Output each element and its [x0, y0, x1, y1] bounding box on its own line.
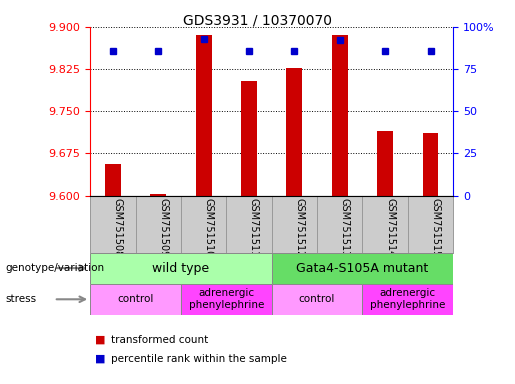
Text: adrenergic
phenylephrine: adrenergic phenylephrine: [188, 288, 264, 310]
Bar: [272, 284, 363, 315]
Bar: [105, 164, 121, 195]
Text: GSM751510: GSM751510: [203, 199, 214, 258]
Text: stress: stress: [5, 294, 36, 304]
Text: genotype/variation: genotype/variation: [5, 263, 104, 273]
Bar: [150, 194, 166, 195]
Text: GSM751513: GSM751513: [340, 199, 350, 258]
Text: Gata4-S105A mutant: Gata4-S105A mutant: [296, 262, 428, 275]
Bar: [286, 68, 302, 195]
Text: control: control: [117, 294, 153, 304]
Text: control: control: [299, 294, 335, 304]
Bar: [272, 253, 453, 284]
Bar: [90, 284, 181, 315]
Bar: [181, 284, 272, 315]
Text: GDS3931 / 10370070: GDS3931 / 10370070: [183, 13, 332, 27]
Bar: [90, 253, 272, 284]
Text: percentile rank within the sample: percentile rank within the sample: [111, 354, 287, 364]
Text: adrenergic
phenylephrine: adrenergic phenylephrine: [370, 288, 445, 310]
Text: GSM751515: GSM751515: [431, 199, 440, 258]
Bar: [377, 131, 393, 195]
Text: GSM751514: GSM751514: [385, 199, 395, 258]
Text: ■: ■: [95, 335, 106, 345]
Text: GSM751508: GSM751508: [113, 199, 123, 258]
Text: GSM751512: GSM751512: [295, 199, 304, 258]
Text: GSM751511: GSM751511: [249, 199, 259, 258]
Text: wild type: wild type: [152, 262, 210, 275]
Bar: [423, 132, 438, 195]
Text: GSM751509: GSM751509: [158, 199, 168, 258]
Bar: [363, 284, 453, 315]
Text: transformed count: transformed count: [111, 335, 208, 345]
Bar: [241, 81, 257, 195]
Text: ■: ■: [95, 354, 106, 364]
Bar: [196, 35, 212, 195]
Bar: [332, 35, 348, 195]
